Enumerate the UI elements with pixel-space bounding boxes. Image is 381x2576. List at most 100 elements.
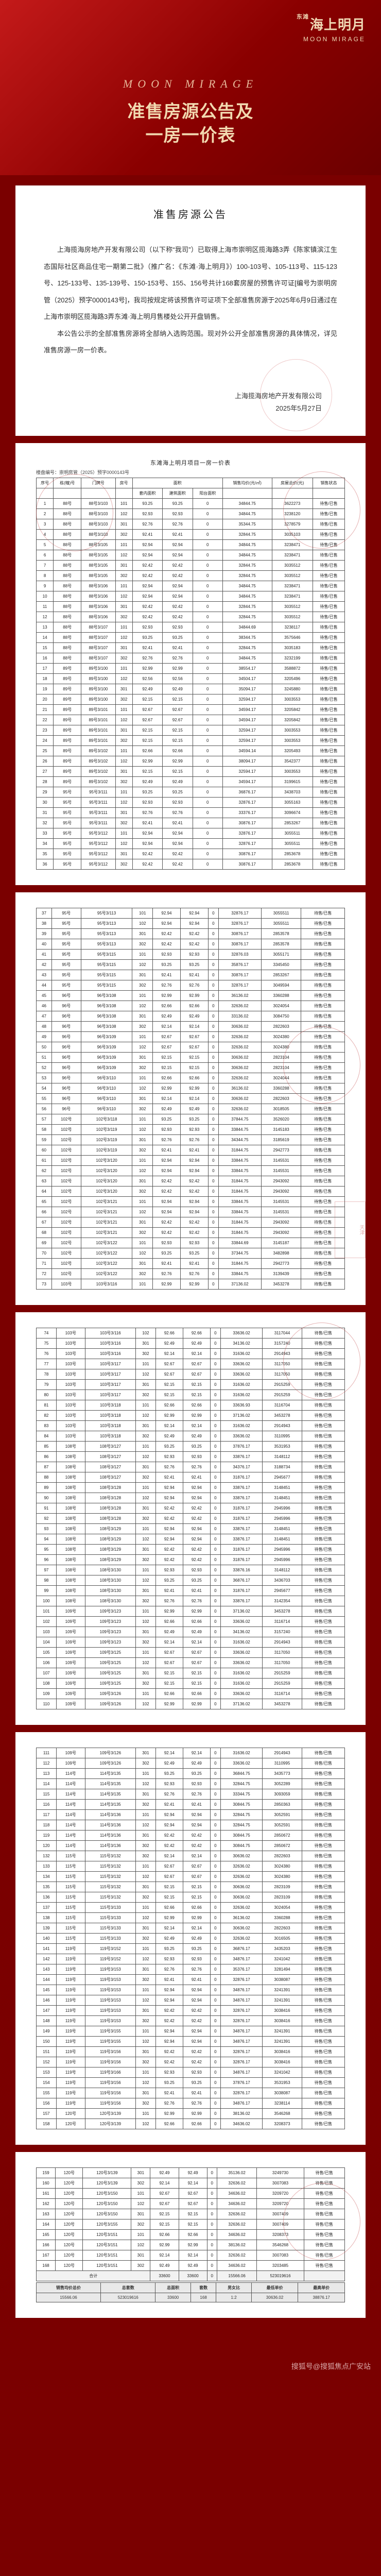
table-row: 106 109号 109号3/125 102 92.67 92.67 0 33636.02 31…	[37, 1657, 345, 1668]
table-row: 71 102号 102号3/122 301 92.41 92.41 0 31844.75 294…	[37, 1258, 345, 1268]
company-seal-stamp	[260, 359, 332, 431]
table-row: 146 119号 119号3/153 102 92.94 92.94 0 34876.17 32…	[37, 1995, 345, 2005]
table-body-2: 37 95号 95号3/113 101 92.94 92.94 0 32876.17 30555…	[37, 908, 345, 1289]
table-row: 86 108号 108号3/127 102 92.93 92.93 0 33876.17 314…	[37, 1451, 345, 1462]
table-row: 67 102号 102号3/121 301 92.42 92.42 0 31844.75 294…	[37, 1217, 345, 1227]
table-row: 27 89号 89号3/102 301 92.15 92.15 0 32594.17 30035…	[37, 766, 345, 776]
table-row: 152 119号 119号3/156 302 92.42 92.42 0 32876.17 30…	[37, 2057, 345, 2067]
table-row: 65 102号 102号3/121 101 92.94 92.94 0 33844.75 314…	[37, 1196, 345, 1207]
table-row: 61 102号 102号3/120 101 92.94 92.94 0 33844.75 314…	[37, 1155, 345, 1165]
table-row: 17 89号 89号3/100 101 92.99 92.99 0 38554.17 35888…	[37, 663, 345, 673]
table-row: 12 88号 88号3/106 302 92.42 92.42 0 32844.75 30355…	[37, 612, 345, 622]
summary-header-ratio: 男女比	[216, 2282, 251, 2293]
table-row: 60 102号 102号3/119 302 92.41 92.41 0 31844.75 294…	[37, 1145, 345, 1155]
table-row: 157 120号 120号3/139 101 92.99 92.99 0 38136.02 35…	[37, 2108, 345, 2119]
page-footer: 搜狐号@搜狐焦点广安站	[0, 2341, 381, 2387]
table-row: 102 109号 109号3/123 102 92.66 92.66 0 33636.02 31…	[37, 1616, 345, 1626]
table-row: 33 95号 95号3/112 101 92.94 92.94 0 32876.17 30555…	[37, 828, 345, 838]
table-row: 69 102号 102号3/122 101 92.93 92.93 0 33844.69 314…	[37, 1238, 345, 1248]
table-row: 56 96号 96号3/110 302 92.49 92.49 0 32636.02 30185…	[37, 1104, 345, 1114]
table-body-1: 1 88号 88号3/103 101 93.25 93.25 0 34844.75 362227…	[37, 498, 345, 869]
table-row: 139 115号 115号3/133 301 92.14 92.14 0 30636.02 28…	[37, 1923, 345, 1933]
price-table-page-2: 天津 37 95号 95号3/113 101 92.94 92.94 0 32876.17 30…	[15, 892, 366, 1305]
table-row: 93 108号 108号3/129 101 92.94 92.94 0 33876.17 314…	[37, 1523, 345, 1534]
table-row: 47 96号 96号3/108 301 92.49 92.49 0 33136.02 30847…	[37, 1011, 345, 1021]
content-area: 准售房源公告 上海揽海房地产开发有限公司（以下称“我司”）已取得上海市崇明区揽海…	[0, 175, 381, 2341]
table-row: 64 102号 102号3/120 302 92.42 92.42 0 31844.75 294…	[37, 1186, 345, 1196]
table-row: 11 88号 88号3/106 301 92.42 92.42 0 32844.75 30355…	[37, 601, 345, 612]
table-row: 118 114号 114号3/136 102 92.94 92.94 0 32844.75 30…	[37, 1820, 345, 1830]
brand-logo: 东滩海上明月 MOON MIRAGE	[297, 14, 366, 43]
summary-total-area: 33600	[150, 2270, 179, 2281]
price-table-2: 37 95号 95号3/113 101 92.94 92.94 0 32876.17 30555…	[36, 908, 345, 1290]
table-row: 63 102号 102号3/120 301 92.42 92.42 0 31844.75 294…	[37, 1176, 345, 1186]
table-row: 100 108号 108号3/130 302 92.76 92.76 0 33876.17 31…	[37, 1596, 345, 1606]
table-row: 41 95号 95号3/115 101 92.93 92.93 0 32876.03 30551…	[37, 949, 345, 959]
table-row: 149 119号 119号3/155 101 92.94 92.94 0 34876.17 32…	[37, 2026, 345, 2036]
table-row: 46 96号 96号3/108 102 92.66 92.66 0 32636.02 30240…	[37, 1001, 345, 1011]
table-row: 113 114号 114号3/135 101 93.25 93.25 0 36844.75 34…	[37, 1768, 345, 1778]
table-row: 104 109号 109号3/123 302 92.14 92.14 0 31636.02 29…	[37, 1637, 345, 1647]
table-row: 70 102号 102号3/122 102 93.25 93.25 0 37344.75 348…	[37, 1248, 345, 1258]
header-english-title: MOON MIRAGE	[0, 77, 381, 91]
table-row: 82 103号 103号3/118 102 92.99 92.99 0 37136.02 345…	[37, 1410, 345, 1420]
table-row: 117 114号 114号3/136 101 92.94 92.94 0 32844.75 30…	[37, 1809, 345, 1820]
price-table-page-1: 东滩海上明月项目一房一价表 楼盘编号：崇明房管（2025）预字0000143号 …	[15, 443, 366, 885]
table-row: 111 109号 109号3/126 301 92.14 92.14 0 31636.02 29…	[37, 1748, 345, 1758]
table-row: 43 95号 95号3/115 301 92.41 92.41 0 30876.17 28532…	[37, 970, 345, 980]
table-row: 145 119号 119号3/153 101 92.94 92.94 0 34876.17 32…	[37, 1985, 345, 1995]
table-row: 99 108号 108号3/130 301 92.41 92.41 0 31876.17 294…	[37, 1585, 345, 1596]
table-row: 14 88号 88号3/107 102 93.25 93.25 0 38344.75 35756…	[37, 632, 345, 642]
table-row: 45 96号 96号3/108 101 92.99 92.99 0 36136.02 33602…	[37, 990, 345, 1001]
summary-header-units: 套数	[190, 2282, 216, 2293]
area-group-header: 面积	[132, 478, 222, 488]
summary-header-total-area: 总面积	[155, 2282, 190, 2293]
table-row: 39 95号 95号3/113 301 92.42 92.42 0 30876.17 28535…	[37, 928, 345, 939]
table-title-1: 东滩海上明月项目一房一价表	[36, 459, 345, 467]
table-row: 28 89号 89号3/102 302 92.49 92.49 0 34594.17 31996…	[37, 776, 345, 787]
table-row: 57 102号 102号3/118 101 93.25 93.25 0 37844.75 352…	[37, 1114, 345, 1124]
table-row: 7 88号 88号3/105 301 92.42 92.42 0 32844.75 303551…	[37, 560, 345, 570]
price-table-4: 111 109号 109号3/126 301 92.14 92.14 0 31636.02 29…	[36, 1748, 345, 2129]
table-row: 6 88号 88号3/105 102 92.94 92.94 0 34844.75 323847…	[37, 550, 345, 560]
table-row: 95 108号 108号3/129 301 92.42 92.42 0 31876.17 294…	[37, 1544, 345, 1554]
table-row: 114 114号 114号3/135 102 92.93 92.93 0 32844.75 30…	[37, 1778, 345, 1789]
table-row: 19 89号 89号3/100 301 92.49 92.49 0 35094.17 32458…	[37, 684, 345, 694]
table-row: 9 88号 88号3/106 101 92.94 92.94 0 34844.75 323847…	[37, 581, 345, 591]
table-row: 108 109号 109号3/125 302 92.15 92.15 0 31636.02 29…	[37, 1678, 345, 1688]
table-row: 135 115号 115号3/132 301 92.15 92.15 0 30636.02 28…	[37, 1882, 345, 1892]
table-row: 155 119号 119号3/156 301 92.41 92.41 0 32876.17 30…	[37, 2088, 345, 2098]
table-row: 151 119号 119号3/156 301 92.42 92.42 0 32876.17 30…	[37, 2046, 345, 2057]
table-row: 36 95号 95号3/112 302 92.42 92.42 0 30876.17 28536…	[37, 859, 345, 869]
summary-header-total-price: 销售均价总价	[37, 2282, 101, 2293]
table-row: 44 95号 95号3/115 302 92.76 92.76 0 32876.17 30495…	[37, 980, 345, 990]
table-row: 119 114号 114号3/136 301 92.42 92.42 0 30844.75 28…	[37, 1830, 345, 1840]
table-row: 30 95号 95号3/111 102 92.93 92.93 0 32876.17 30551…	[37, 797, 345, 807]
price-table-page-4: 111 109号 109号3/126 301 92.14 92.14 0 31636.02 29…	[15, 1732, 366, 2145]
table-row: 40 95号 95号3/113 302 92.42 92.42 0 30876.17 28535…	[37, 939, 345, 949]
table-row: 23 89号 89号3/101 301 92.15 92.15 0 32594.17 30035…	[37, 725, 345, 735]
table-row: 73 103号 103号3/116 101 92.99 92.99 0 37136.02 345…	[37, 1279, 345, 1289]
table-row: 153 119号 119号3/166 101 92.93 92.93 0 34876.17 32…	[37, 2067, 345, 2077]
table-row: 159 120号 120号3/139 301 92.49 92.49 0 35136.02 32…	[37, 2167, 345, 2178]
table-row: 112 109号 109号3/126 302 92.49 92.49 0 33636.02 31…	[37, 1758, 345, 1768]
table-row: 134 115号 115号3/132 102 92.67 92.67 0 32636.02 30…	[37, 1871, 345, 1882]
table-row: 85 108号 108号3/127 101 93.25 93.25 0 37876.17 353…	[37, 1441, 345, 1451]
price-table-page-5: 天津 159120号120号3/13930192.4992.49035136.0…	[15, 2152, 366, 2318]
final-summary-table: 销售均价总价 总套数 总面积 套数 男女比 最低单价 最高单价 15566.06…	[36, 2282, 345, 2302]
summary-label: 合计	[37, 2270, 150, 2281]
summary-header-max-price: 最高单价	[298, 2282, 345, 2293]
table-row: 10 88号 88号3/106 102 92.94 92.94 0 34844.75 32384…	[37, 591, 345, 601]
summary-total-area-2: 33600	[179, 2270, 207, 2281]
announcement-title: 准售房源公告	[44, 206, 337, 221]
table-row: 143 119号 119号3/153 301 92.76 92.76 0 35376.17 32…	[37, 1964, 345, 1974]
summary-total-price: 15566.06	[217, 2270, 257, 2281]
table-row: 116 114号 114号3/135 302 92.41 92.41 0 30844.75 28…	[37, 1799, 345, 1809]
table-row: 35 95号 95号3/112 301 92.42 92.42 0 30876.17 28536…	[37, 849, 345, 859]
table-row: 137 115号 115号3/133 101 92.66 92.66 0 32636.02 30…	[37, 1902, 345, 1912]
table-row: 68 102号 102号3/121 302 92.42 92.42 0 31844.75 294…	[37, 1227, 345, 1238]
table-row: 138 115号 115号3/133 102 92.99 92.99 0 36136.02 33…	[37, 1912, 345, 1923]
summary-total-amount: 523019616	[257, 2270, 304, 2281]
table-row: 24 89号 89号3/101 302 92.15 92.15 0 32594.17 30035…	[37, 735, 345, 745]
table-row: 91 108号 108号3/128 301 92.42 92.42 0 31876.17 294…	[37, 1503, 345, 1513]
